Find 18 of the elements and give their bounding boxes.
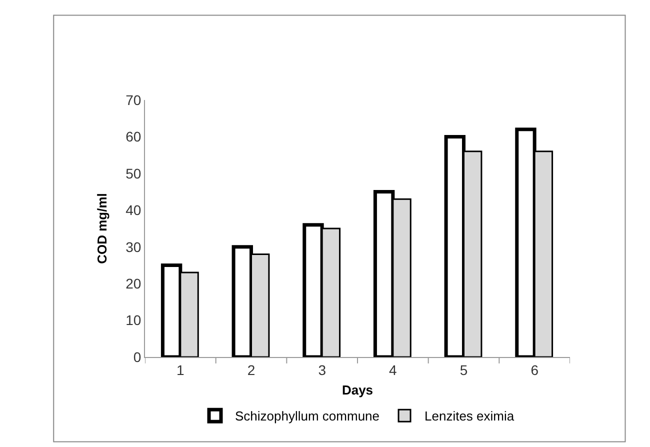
y-tick-label: 30 xyxy=(126,238,142,255)
x-tick-label: 3 xyxy=(318,362,326,378)
x-tick-label: 4 xyxy=(389,362,398,378)
y-tick-label: 10 xyxy=(126,312,142,328)
y-tick-label: 40 xyxy=(126,202,142,218)
x-axis-title: Days xyxy=(342,382,374,398)
legend-label: Schizophyllum commune xyxy=(235,408,380,424)
x-tick-label: 2 xyxy=(247,362,256,378)
y-tick-label: 70 xyxy=(126,92,142,108)
y-axis-title: COD mg/ml xyxy=(94,193,110,264)
x-tick-label: 5 xyxy=(460,362,468,378)
y-tick-label: 60 xyxy=(126,128,142,145)
y-tick-label: 20 xyxy=(126,275,142,292)
legend-label: Lenzites eximia xyxy=(424,408,515,424)
y-tick-label: 0 xyxy=(133,348,142,365)
x-tick-label: 1 xyxy=(176,362,185,378)
y-tick-label: 50 xyxy=(126,165,142,182)
x-tick-label: 6 xyxy=(530,362,539,378)
